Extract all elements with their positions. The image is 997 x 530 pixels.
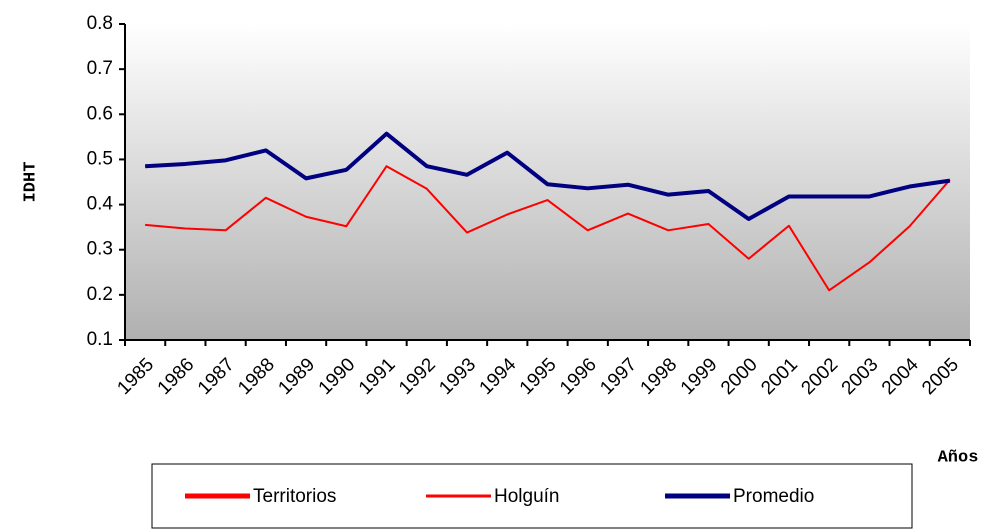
x-tick-label: 2005 [918,354,963,399]
y-axis-label: IDHT [21,162,40,203]
x-tick-label: 1989 [274,354,319,399]
x-tick-label: 1987 [194,354,239,399]
x-tick-label: 1995 [516,354,561,399]
x-tick-label: 1994 [476,354,521,399]
legend-label: Promedio [733,486,814,507]
x-tick-label: 1990 [315,354,360,399]
x-tick-label: 1991 [355,354,400,399]
x-tick-label: 1998 [637,354,682,399]
y-tick-label: 0.3 [87,239,113,260]
x-tick-label: 1992 [395,354,440,399]
series-line [145,165,951,292]
x-tick-label: 1999 [677,354,722,399]
x-axis-label: Años [938,448,979,467]
y-tick-label: 0.2 [87,284,113,305]
y-tick-label: 0.6 [87,103,113,124]
x-tick-label: 1996 [556,354,601,399]
x-tick-label: 2004 [878,354,923,399]
x-tick-label: 1993 [435,354,480,399]
y-tick-label: 0.7 [87,58,113,79]
x-tick-label: 1985 [113,354,158,399]
y-tick-label: 0.4 [87,194,114,215]
x-tick-label: 1986 [154,354,199,399]
x-tick-label: 2000 [717,354,762,399]
legend-label: Territorios [253,486,336,507]
x-tick-label: 2001 [757,354,802,399]
y-tick-label: 0.5 [87,148,113,169]
x-tick-label: 1988 [234,354,279,399]
x-tick-label: 1997 [596,354,641,399]
legend-label: Holguín [494,486,560,507]
legend [151,463,913,529]
x-tick-label: 2002 [798,354,843,399]
y-tick-label: 0.8 [87,13,113,34]
x-tick-label: 2003 [838,354,883,399]
y-tick-label: 0.1 [87,329,113,350]
series-line [145,131,951,222]
